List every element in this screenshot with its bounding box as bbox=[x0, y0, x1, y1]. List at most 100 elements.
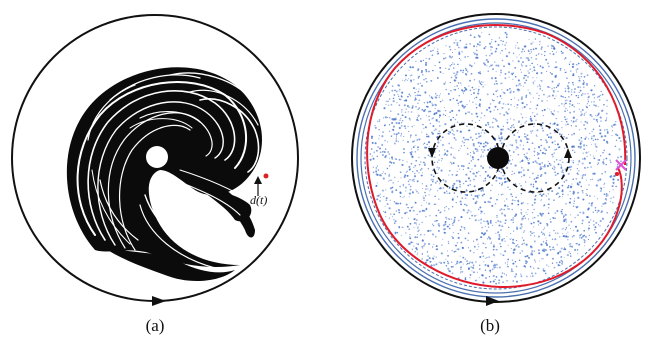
scatter-point bbox=[488, 236, 490, 238]
scatter-point bbox=[581, 174, 584, 177]
scatter-point bbox=[428, 119, 431, 121]
scatter-point bbox=[557, 163, 560, 166]
scatter-point bbox=[500, 82, 502, 85]
scatter-point bbox=[573, 110, 576, 113]
scatter-point bbox=[463, 46, 466, 49]
scatter-point bbox=[586, 215, 589, 218]
scatter-point bbox=[454, 157, 456, 159]
scatter-point bbox=[431, 246, 434, 248]
scatter-point bbox=[534, 160, 537, 163]
scatter-point bbox=[438, 198, 440, 200]
scatter-point bbox=[468, 262, 470, 265]
scatter-point bbox=[409, 236, 411, 238]
scatter-point bbox=[421, 172, 424, 174]
scatter-point bbox=[530, 48, 532, 51]
scatter-point bbox=[385, 100, 387, 102]
scatter-point bbox=[410, 162, 413, 165]
scatter-point bbox=[541, 249, 544, 252]
scatter-point bbox=[511, 159, 514, 161]
scatter-point bbox=[497, 64, 500, 67]
scatter-point bbox=[533, 226, 535, 228]
scatter-point bbox=[584, 127, 587, 130]
scatter-point bbox=[372, 157, 375, 160]
scatter-point bbox=[611, 185, 614, 188]
scatter-point bbox=[545, 237, 547, 239]
scatter-point bbox=[376, 149, 378, 152]
scatter-point bbox=[561, 103, 563, 105]
scatter-point bbox=[579, 141, 582, 144]
scatter-point bbox=[540, 231, 543, 234]
scatter-point bbox=[564, 96, 567, 99]
scatter-point bbox=[549, 52, 551, 55]
scatter-point bbox=[417, 149, 419, 151]
scatter-point bbox=[483, 114, 486, 117]
scatter-point bbox=[438, 114, 442, 117]
scatter-point bbox=[462, 256, 465, 259]
scatter-point bbox=[461, 271, 464, 273]
scatter-point bbox=[429, 215, 431, 217]
scatter-point bbox=[428, 194, 430, 196]
scatter-point bbox=[532, 184, 535, 186]
scatter-point bbox=[448, 46, 451, 48]
scatter-point bbox=[449, 98, 452, 101]
scatter-point bbox=[586, 74, 589, 76]
scatter-point bbox=[520, 208, 523, 211]
scatter-point bbox=[573, 106, 575, 108]
scatter-point bbox=[620, 155, 623, 158]
scatter-point bbox=[410, 111, 413, 113]
scatter-point bbox=[401, 114, 404, 117]
scatter-point bbox=[591, 202, 594, 204]
scatter-point bbox=[507, 208, 509, 210]
scatter-point bbox=[487, 175, 489, 177]
scatter-point bbox=[449, 81, 451, 84]
scatter-point bbox=[468, 100, 471, 102]
scatter-point bbox=[416, 233, 418, 235]
scatter-point bbox=[558, 195, 561, 198]
scatter-point bbox=[574, 225, 578, 228]
scatter-point bbox=[440, 262, 443, 264]
scatter-point bbox=[469, 170, 472, 173]
scatter-point bbox=[402, 139, 404, 141]
scatter-point bbox=[476, 49, 478, 52]
scatter-point bbox=[398, 211, 401, 214]
scatter-point bbox=[573, 91, 576, 93]
scatter-point bbox=[615, 133, 618, 136]
scatter-point bbox=[499, 220, 502, 223]
scatter-point bbox=[506, 265, 509, 268]
scatter-point bbox=[550, 111, 553, 113]
scatter-point bbox=[596, 96, 599, 98]
scatter-point bbox=[478, 145, 481, 148]
scatter-point bbox=[522, 77, 526, 80]
scatter-point bbox=[450, 265, 453, 268]
scatter-point bbox=[477, 246, 480, 248]
scatter-point bbox=[510, 98, 512, 101]
scatter-point bbox=[599, 225, 601, 227]
scatter-point bbox=[529, 158, 531, 160]
scatter-point bbox=[532, 267, 535, 269]
scatter-point bbox=[463, 106, 465, 109]
scatter-point bbox=[456, 99, 458, 102]
scatter-point bbox=[408, 228, 411, 231]
scatter-point bbox=[541, 151, 544, 155]
scatter-point bbox=[601, 205, 603, 207]
scatter-point bbox=[487, 60, 490, 63]
scatter-point bbox=[560, 259, 563, 262]
scatter-point bbox=[464, 56, 467, 58]
scatter-point bbox=[541, 46, 543, 49]
scatter-point bbox=[536, 72, 539, 75]
scatter-point bbox=[469, 274, 472, 276]
scatter-point bbox=[570, 165, 573, 168]
scatter-point bbox=[452, 162, 455, 165]
scatter-point bbox=[475, 56, 478, 59]
scatter-point bbox=[454, 250, 457, 253]
scatter-point bbox=[507, 180, 509, 182]
scatter-point bbox=[425, 115, 428, 117]
scatter-point bbox=[593, 118, 595, 120]
scatter-point bbox=[418, 172, 420, 174]
scatter-point bbox=[482, 167, 485, 170]
scatter-point bbox=[459, 130, 462, 133]
scatter-point bbox=[473, 52, 475, 54]
scatter-point bbox=[437, 223, 440, 225]
scatter-point bbox=[517, 60, 520, 63]
scatter-point bbox=[472, 264, 475, 267]
